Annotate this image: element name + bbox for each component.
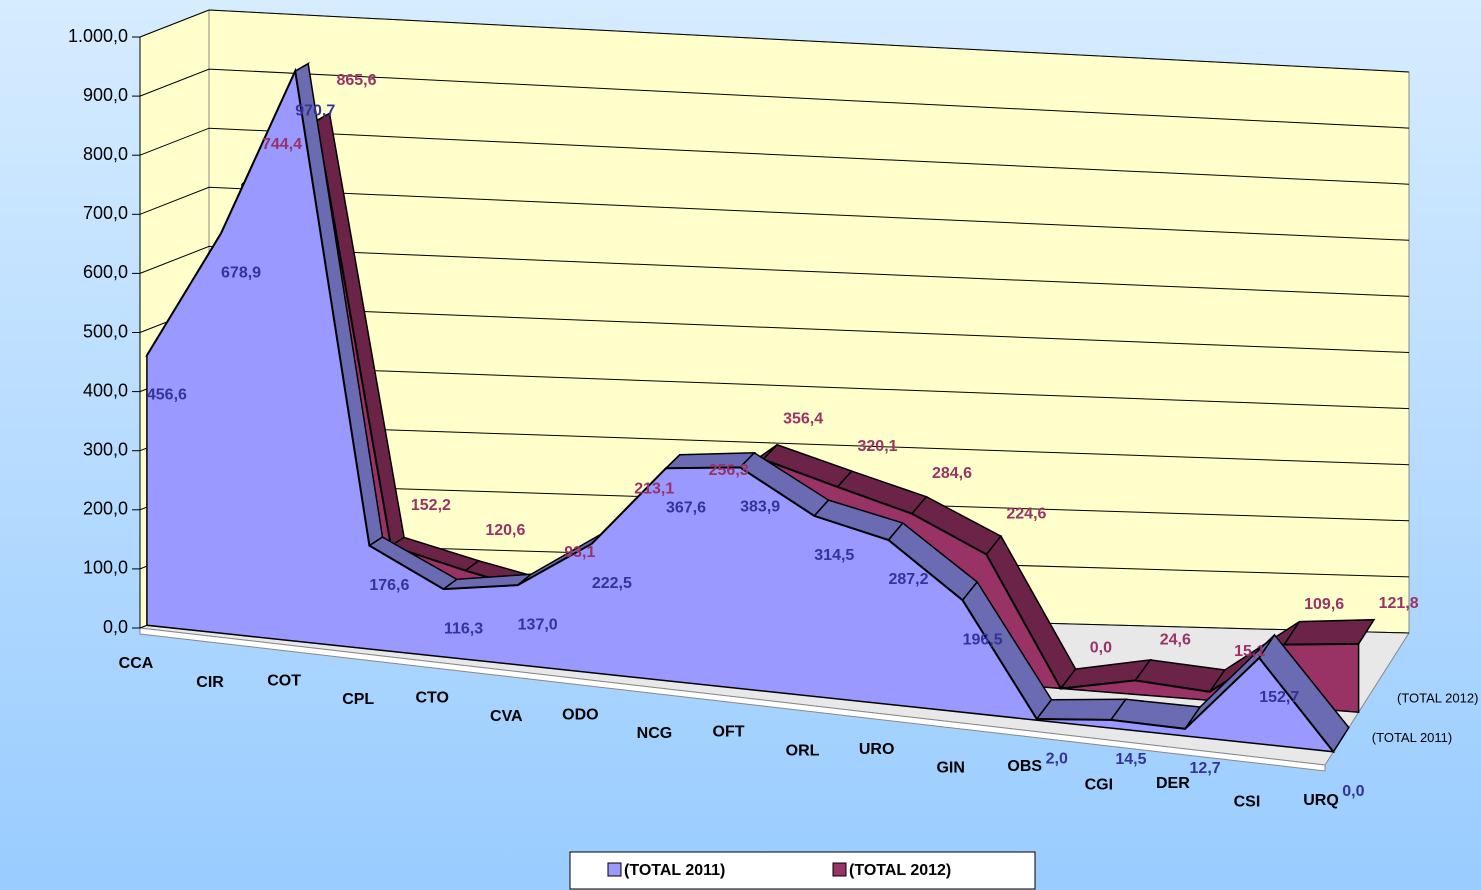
area-line — [241, 118, 1359, 693]
value-label: 678,9 — [221, 264, 261, 281]
x-tick-label: ODO — [562, 707, 598, 724]
value-label: 196,5 — [963, 631, 1003, 648]
grid-line — [139, 127, 1410, 185]
y-tick-label: 1.000,0 — [68, 26, 128, 46]
value-label: 121,8 — [1379, 595, 1419, 612]
depth-label: (TOTAL 2011) — [1372, 730, 1452, 745]
value-label: 152,2 — [411, 497, 451, 514]
x-tick-label: OFT — [713, 724, 745, 741]
value-label: 109,6 — [1304, 596, 1344, 613]
value-label: 224,6 — [1006, 506, 1046, 523]
y-tick-label: 100,0 — [83, 558, 128, 578]
value-label: 24,6 — [1160, 632, 1191, 649]
y-tick-label: 200,0 — [83, 499, 128, 519]
legend-swatch — [832, 862, 847, 877]
x-tick-label: URO — [859, 741, 895, 758]
x-tick-label: NCG — [637, 725, 673, 742]
legend-box — [569, 851, 1036, 890]
value-label: 152,7 — [1259, 689, 1299, 706]
legend: (TOTAL 2011) (TOTAL 2012) — [569, 851, 1036, 890]
x-tick-label: CSI — [1234, 794, 1261, 811]
x-tick-label: CIR — [196, 674, 224, 691]
value-label: 865,6 — [336, 72, 376, 89]
x-tick-label: ORL — [786, 742, 820, 759]
grid-line — [139, 68, 1410, 129]
value-label: 367,6 — [666, 499, 706, 516]
x-tick-label: CGI — [1085, 777, 1113, 794]
x-tick-label: CCA — [119, 655, 154, 672]
x-tick-label: GIN — [936, 759, 964, 776]
value-label: 284,6 — [932, 465, 972, 482]
grid-line — [139, 9, 1410, 73]
area-line — [146, 67, 1335, 753]
value-label: 970,7 — [295, 102, 335, 119]
legend-label: (TOTAL 2012) — [849, 862, 951, 879]
grid-line — [139, 186, 1410, 241]
x-tick-label: COT — [267, 672, 301, 689]
value-label: 137,0 — [518, 616, 558, 633]
value-label: 256,3 — [709, 462, 749, 479]
y-tick-label: 300,0 — [83, 439, 128, 459]
x-tick-label: CPL — [342, 691, 374, 708]
value-label: 12,7 — [1190, 760, 1221, 777]
grid-line — [139, 245, 1410, 297]
value-label: 356,4 — [783, 411, 823, 428]
y-tick-label: 900,0 — [83, 85, 128, 105]
value-label: 222,5 — [592, 575, 632, 592]
y-tick-label: 700,0 — [83, 203, 128, 223]
value-label: 176,6 — [369, 577, 409, 594]
value-label: 93,1 — [564, 544, 595, 561]
y-tick-label: 0,0 — [103, 617, 128, 637]
value-label: 0,0 — [1090, 640, 1112, 657]
floor-edge — [139, 627, 1326, 772]
value-label: 456,6 — [147, 387, 187, 404]
value-label: 744,4 — [262, 136, 302, 153]
value-label: 383,9 — [740, 499, 780, 516]
value-label: 287,2 — [888, 571, 928, 588]
x-tick-label: DER — [1156, 775, 1190, 792]
legend-swatch — [607, 862, 622, 877]
x-tick-label: OBS — [1007, 758, 1042, 775]
value-label: 14,5 — [1115, 751, 1146, 768]
legend-label: (TOTAL 2011) — [624, 862, 725, 879]
value-label: 320,1 — [858, 438, 898, 455]
x-tick-label: URQ — [1303, 792, 1339, 809]
value-label: 314,5 — [814, 547, 854, 564]
x-tick-label: CVA — [490, 708, 523, 725]
y-tick-label: 600,0 — [83, 262, 128, 282]
value-label: 213,1 — [634, 480, 674, 497]
depth-label: (TOTAL 2012) — [1397, 690, 1478, 705]
y-tick-label: 500,0 — [83, 321, 128, 341]
value-label: 116,3 — [444, 620, 483, 637]
area-top — [1282, 618, 1376, 646]
y-tick-label: 800,0 — [83, 144, 128, 164]
value-label: 120,6 — [485, 522, 525, 539]
value-label: 2,0 — [1046, 750, 1068, 767]
value-label: 15,1 — [1234, 643, 1265, 660]
y-tick-label: 400,0 — [83, 380, 128, 400]
value-label: 0,0 — [1342, 783, 1364, 800]
x-tick-label: CTO — [416, 689, 449, 706]
